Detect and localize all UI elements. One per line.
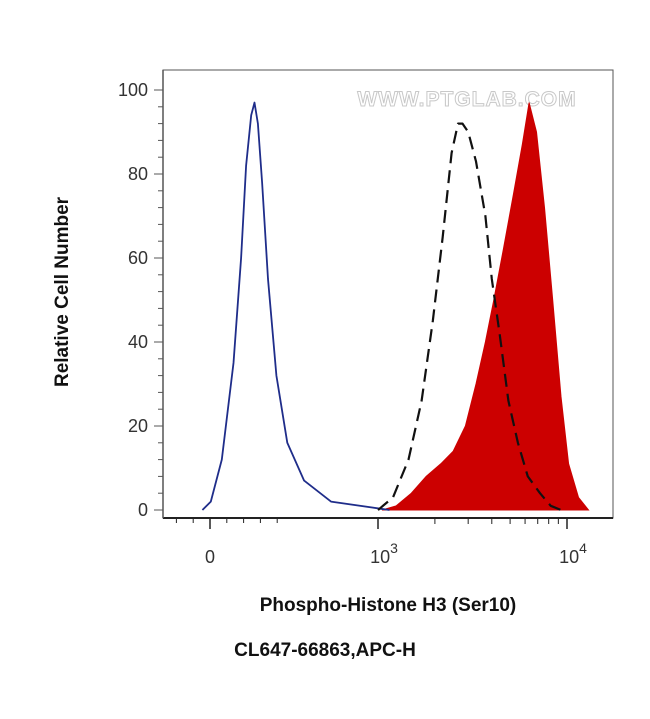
x-tick-label: 0 bbox=[205, 547, 215, 567]
histogram-chart: WWW.PTGLAB.COM 0 103 104 0 20 40 60 80 100 Phos… bbox=[52, 69, 614, 616]
series-solid-line bbox=[201, 101, 390, 511]
x-axis: 0 103 104 bbox=[163, 517, 613, 567]
y-tick-label: 0 bbox=[138, 500, 148, 520]
series-dashed-line bbox=[377, 122, 562, 512]
antibody-caption: CL647-66863,APC-H bbox=[234, 640, 416, 661]
y-tick-label: 60 bbox=[128, 248, 148, 268]
y-tick-label: 20 bbox=[128, 416, 148, 436]
series-filled-area bbox=[381, 102, 590, 511]
x-tick-label: 103 bbox=[370, 540, 398, 567]
x-axis-title: Phospho-Histone H3 (Ser10) bbox=[260, 595, 517, 616]
y-tick-label: 80 bbox=[128, 164, 148, 184]
watermark-text: WWW.PTGLAB.COM bbox=[357, 88, 576, 111]
y-tick-label: 40 bbox=[128, 332, 148, 352]
y-axis: 0 20 40 60 80 100 bbox=[118, 70, 164, 520]
series-layer bbox=[201, 101, 590, 512]
y-axis-title: Relative Cell Number bbox=[52, 196, 73, 387]
y-tick-label: 100 bbox=[118, 80, 148, 100]
x-tick-label: 104 bbox=[559, 540, 587, 567]
